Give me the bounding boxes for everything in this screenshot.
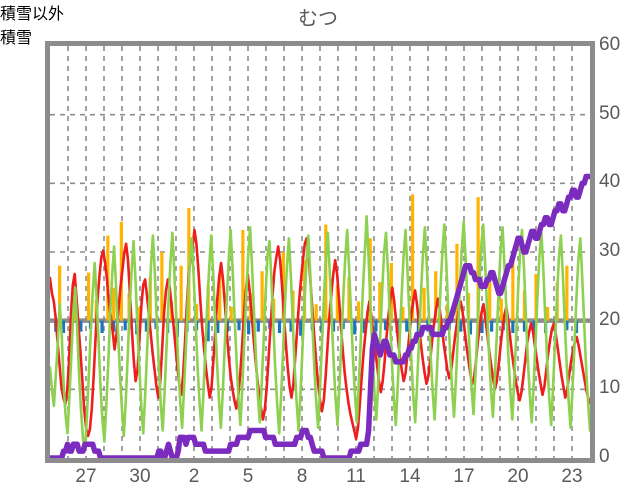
left-axis-title: 積雪以外 bbox=[0, 6, 65, 23]
x-axis-tick-label: 8 bbox=[296, 466, 308, 487]
right-axis-tick-label: 20 bbox=[599, 308, 621, 330]
right-axis-tick-label: 0 bbox=[599, 446, 610, 467]
right-axis-tick-label: 40 bbox=[599, 171, 621, 193]
x-axis-tick-label: 30 bbox=[129, 466, 151, 487]
x-axis-tick-label: 14 bbox=[399, 466, 421, 487]
page-title: むつ bbox=[298, 8, 338, 30]
x-axis-tick-label: 2 bbox=[188, 466, 200, 487]
chart-canvas bbox=[50, 46, 590, 458]
x-axis-tick-label: 17 bbox=[453, 466, 475, 487]
right-axis-tick-label: 10 bbox=[599, 377, 621, 399]
right-axis-title: 積雪 bbox=[0, 30, 33, 47]
right-axis-tick-label: 30 bbox=[599, 240, 621, 261]
x-axis-tick-label: 23 bbox=[561, 466, 583, 487]
x-axis-tick-label: 5 bbox=[242, 466, 254, 487]
plot-area bbox=[50, 46, 590, 458]
right-axis-tick-label: 60 bbox=[599, 34, 621, 55]
right-axis-tick-label: 50 bbox=[599, 102, 621, 124]
x-axis-tick-label: 27 bbox=[75, 466, 97, 487]
x-axis-tick-label: 11 bbox=[346, 466, 366, 487]
x-axis-tick-label: 20 bbox=[507, 466, 529, 487]
plot-frame bbox=[45, 41, 595, 463]
